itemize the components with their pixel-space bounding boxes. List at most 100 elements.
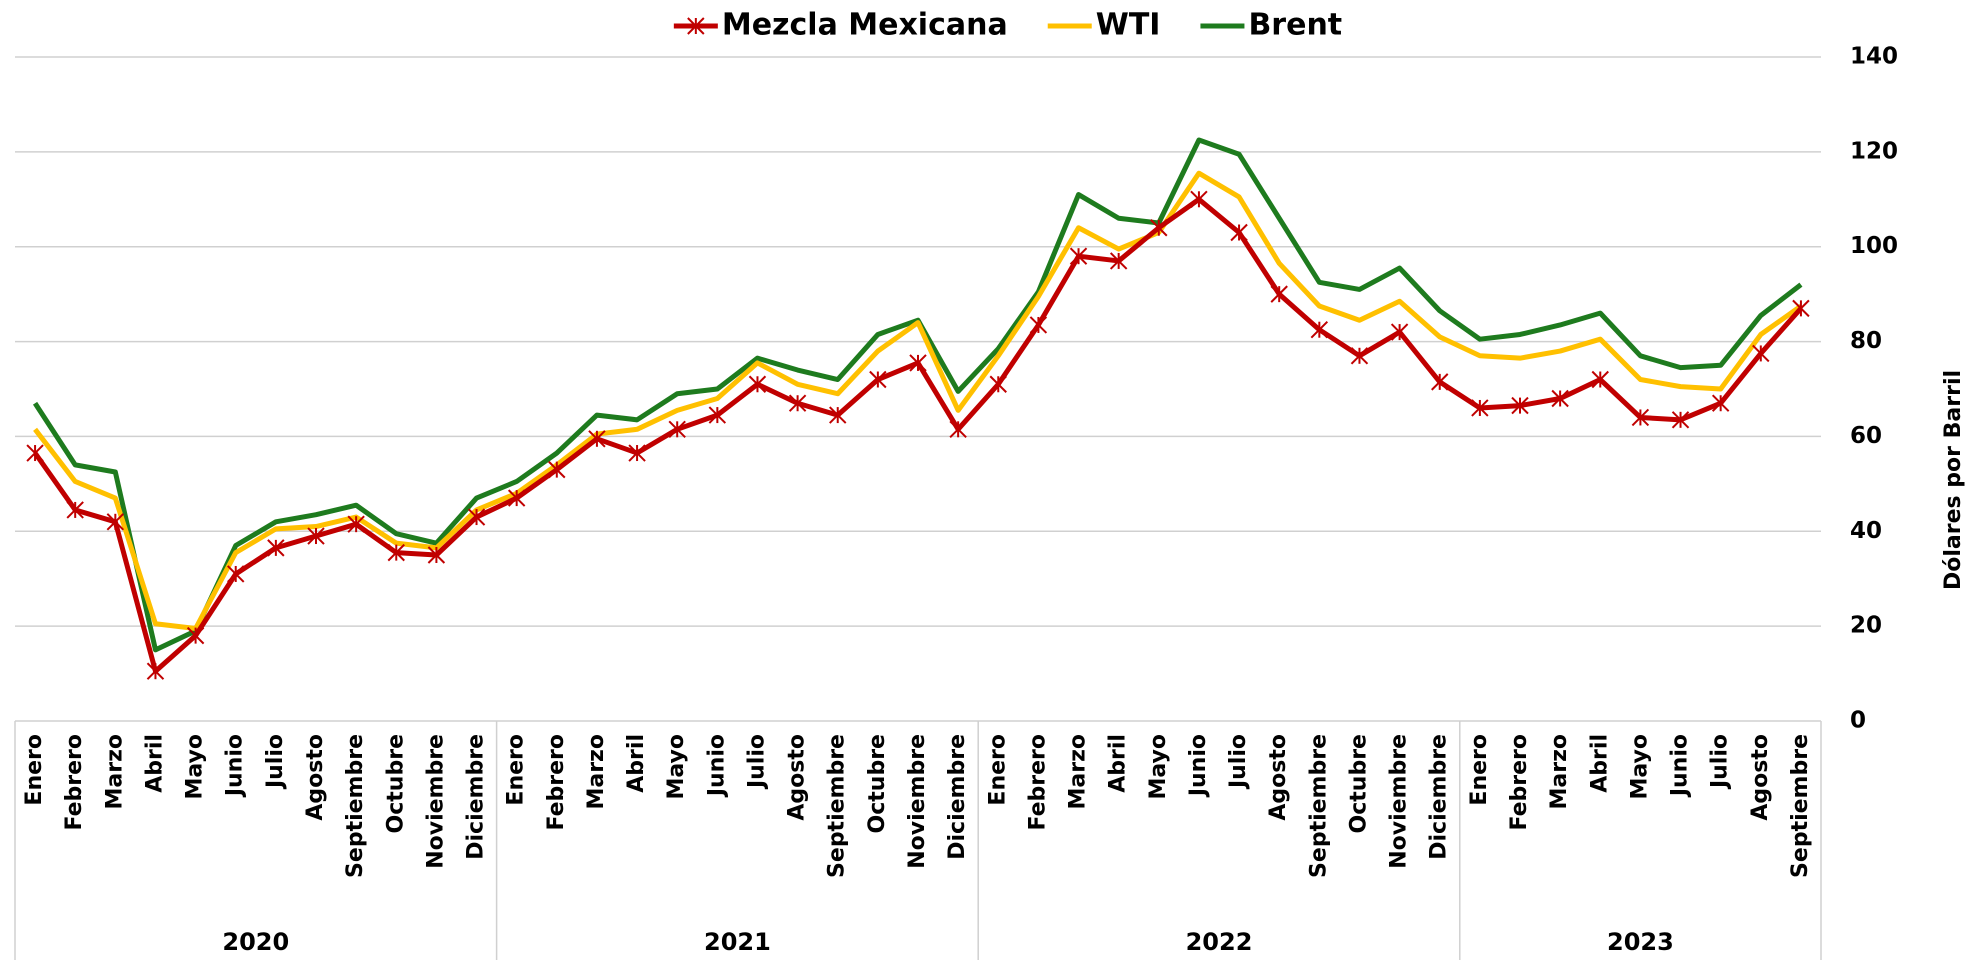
x-tick-label: Julio — [1708, 734, 1733, 790]
x-tick-label: Septiembre — [825, 734, 850, 878]
marker — [347, 515, 365, 533]
marker — [186, 626, 205, 645]
year-label: 2021 — [704, 928, 771, 956]
x-tick-label: Noviembre — [905, 734, 930, 869]
legend-label: Brent — [1248, 8, 1342, 43]
x-tick-label: Agosto — [1266, 734, 1291, 821]
marker — [1551, 389, 1569, 408]
year-label: 2020 — [222, 928, 289, 956]
legend-item: Brent — [1200, 8, 1342, 43]
marker — [869, 370, 887, 389]
x-tick-label: Marzo — [102, 734, 127, 810]
x-tick-label: Enero — [504, 734, 529, 806]
marker — [267, 539, 285, 557]
x-tick-label: Noviembre — [1387, 734, 1412, 869]
x-tick-label: Mayo — [183, 734, 208, 800]
markers — [26, 190, 1810, 680]
x-tick-label: Abril — [1106, 734, 1131, 793]
legend-item: Mezcla Mexicana — [673, 8, 1008, 43]
marker — [1511, 396, 1529, 415]
marker — [1671, 411, 1690, 429]
marker — [1310, 321, 1329, 339]
marker — [668, 420, 686, 439]
series-line — [33, 196, 1803, 674]
x-tick-label: Diciembre — [1427, 734, 1452, 860]
marker — [1029, 316, 1048, 334]
x-tick-label: Marzo — [1547, 734, 1572, 810]
x-tick-label: Marzo — [1066, 734, 1091, 810]
x-tick-label: Agosto — [1748, 734, 1773, 821]
marker — [507, 489, 526, 507]
marker — [909, 354, 927, 372]
marker — [1711, 394, 1730, 412]
x-tick-label: Julio — [744, 734, 769, 790]
x-tick-label: Junio — [1668, 734, 1693, 798]
legend-label: WTI — [1096, 8, 1161, 43]
x-tick-label: Abril — [142, 734, 167, 793]
marker — [1390, 323, 1409, 341]
year-label: 2022 — [1186, 928, 1253, 956]
y-tick-label: 60 — [1850, 423, 1882, 449]
x-tick-label: Septiembre — [343, 734, 368, 878]
marker — [387, 543, 405, 562]
x-tick-label: Abril — [1587, 734, 1612, 793]
marker — [628, 444, 646, 462]
legend: Mezcla Mexicana WTI Brent — [673, 8, 1342, 43]
marker — [788, 394, 807, 412]
y-tick-label: 120 — [1850, 138, 1898, 164]
marker — [1190, 190, 1208, 208]
marker — [1150, 219, 1168, 237]
marker — [829, 406, 847, 424]
x-tick-label: Julio — [1226, 734, 1251, 790]
y-tick-label: 0 — [1850, 708, 1866, 734]
x-tick-label: Agosto — [303, 734, 328, 821]
y-tick-label: 40 — [1850, 518, 1882, 544]
x-tick-label: Mayo — [1146, 734, 1171, 800]
y-tick-label: 100 — [1850, 233, 1898, 259]
y-tick-label: 20 — [1850, 613, 1882, 639]
x-tick-label: Junio — [223, 734, 248, 798]
x-tick-label: Diciembre — [464, 734, 489, 860]
x-tick-label: Enero — [1467, 734, 1492, 806]
x-tick-label: Junio — [1186, 734, 1211, 798]
x-tick-label: Noviembre — [423, 734, 448, 869]
x-tick-label: Octubre — [1346, 734, 1371, 833]
marker — [748, 375, 767, 393]
x-tick-label: Febrero — [1025, 734, 1050, 831]
x-tick-label: Octubre — [865, 734, 890, 833]
x-tick-label: Enero — [985, 734, 1010, 806]
y-axis-label: Dólares por Barril — [1941, 370, 1966, 590]
marker — [1230, 223, 1248, 242]
y-tick-label: 80 — [1850, 328, 1882, 354]
marker — [146, 662, 165, 680]
series-line — [33, 170, 1803, 632]
marker — [1471, 399, 1489, 417]
marker — [467, 508, 486, 526]
marker — [588, 430, 606, 448]
marker — [1591, 370, 1609, 389]
x-tick-label: Marzo — [584, 734, 609, 810]
x-tick-label: Septiembre — [1306, 734, 1331, 878]
marker — [708, 406, 727, 424]
marker — [1752, 344, 1770, 363]
x-tick-label: Diciembre — [945, 734, 970, 860]
marker — [307, 527, 325, 545]
x-tick-label: Agosto — [785, 734, 810, 821]
marker — [1109, 252, 1128, 270]
marker — [1350, 347, 1369, 365]
year-label: 2023 — [1607, 928, 1674, 956]
marker — [427, 546, 446, 564]
x-tick-label: Septiembre — [1788, 734, 1813, 878]
marker — [66, 501, 84, 519]
marker — [687, 17, 705, 35]
marker — [1431, 373, 1449, 391]
x-tick-label: Mayo — [1627, 734, 1652, 800]
x-tick-label: Junio — [704, 734, 729, 798]
marker — [1792, 299, 1810, 318]
legend-item: WTI — [1047, 8, 1161, 43]
marker — [1631, 408, 1650, 427]
x-tick-label: Febrero — [62, 734, 87, 831]
x-tick-label: Febrero — [544, 734, 569, 831]
marker — [227, 565, 245, 583]
